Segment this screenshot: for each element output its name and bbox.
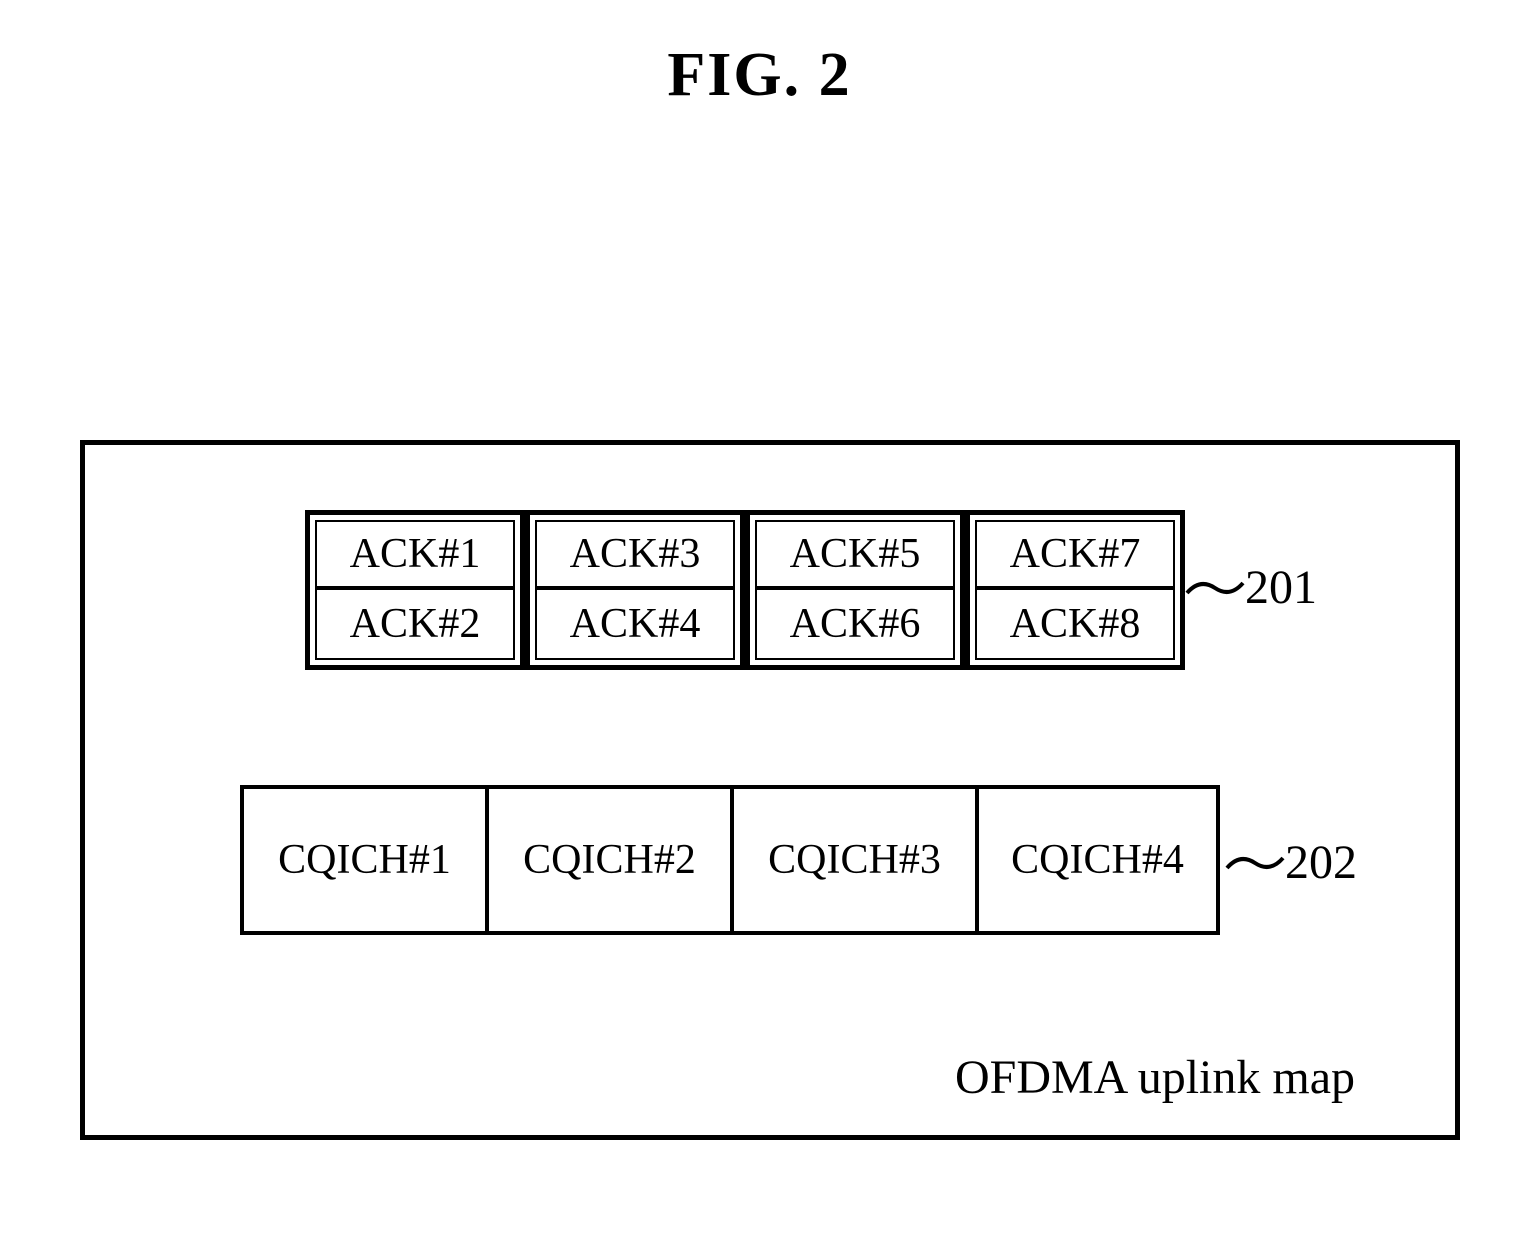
- ack-cell: ACK#7: [975, 520, 1175, 590]
- cqich-cell: CQICH#3: [730, 785, 975, 935]
- ack-group: ACK#1 ACK#2: [305, 510, 525, 670]
- map-caption: OFDMA uplink map: [955, 1050, 1355, 1105]
- ack-cell: ACK#1: [315, 520, 515, 590]
- ack-cell: ACK#3: [535, 520, 735, 590]
- ack-cell: ACK#2: [315, 590, 515, 660]
- ack-group: ACK#5 ACK#6: [745, 510, 965, 670]
- tilde-icon: [1225, 848, 1285, 878]
- ack-group: ACK#3 ACK#4: [525, 510, 745, 670]
- ack-cell: ACK#6: [755, 590, 955, 660]
- cqich-section: CQICH#1 CQICH#2 CQICH#3 CQICH#4: [240, 785, 1220, 935]
- figure-title: FIG. 2: [0, 40, 1519, 111]
- ack-cell: ACK#4: [535, 590, 735, 660]
- ack-cell: ACK#5: [755, 520, 955, 590]
- cqich-cell: CQICH#4: [975, 785, 1220, 935]
- ofdma-map-container: ACK#1 ACK#2 ACK#3 ACK#4 ACK#5 ACK#6 ACK#…: [80, 440, 1460, 1140]
- ref-number: 201: [1245, 560, 1317, 615]
- ref-number: 202: [1285, 835, 1357, 890]
- ack-group: ACK#7 ACK#8: [965, 510, 1185, 670]
- ref-label-201: 201: [1185, 560, 1317, 615]
- cqich-cell: CQICH#2: [485, 785, 730, 935]
- ref-label-202: 202: [1225, 835, 1357, 890]
- tilde-icon: [1185, 573, 1245, 603]
- cqich-cell: CQICH#1: [240, 785, 485, 935]
- ack-section: ACK#1 ACK#2 ACK#3 ACK#4 ACK#5 ACK#6 ACK#…: [305, 510, 1185, 670]
- ack-cell: ACK#8: [975, 590, 1175, 660]
